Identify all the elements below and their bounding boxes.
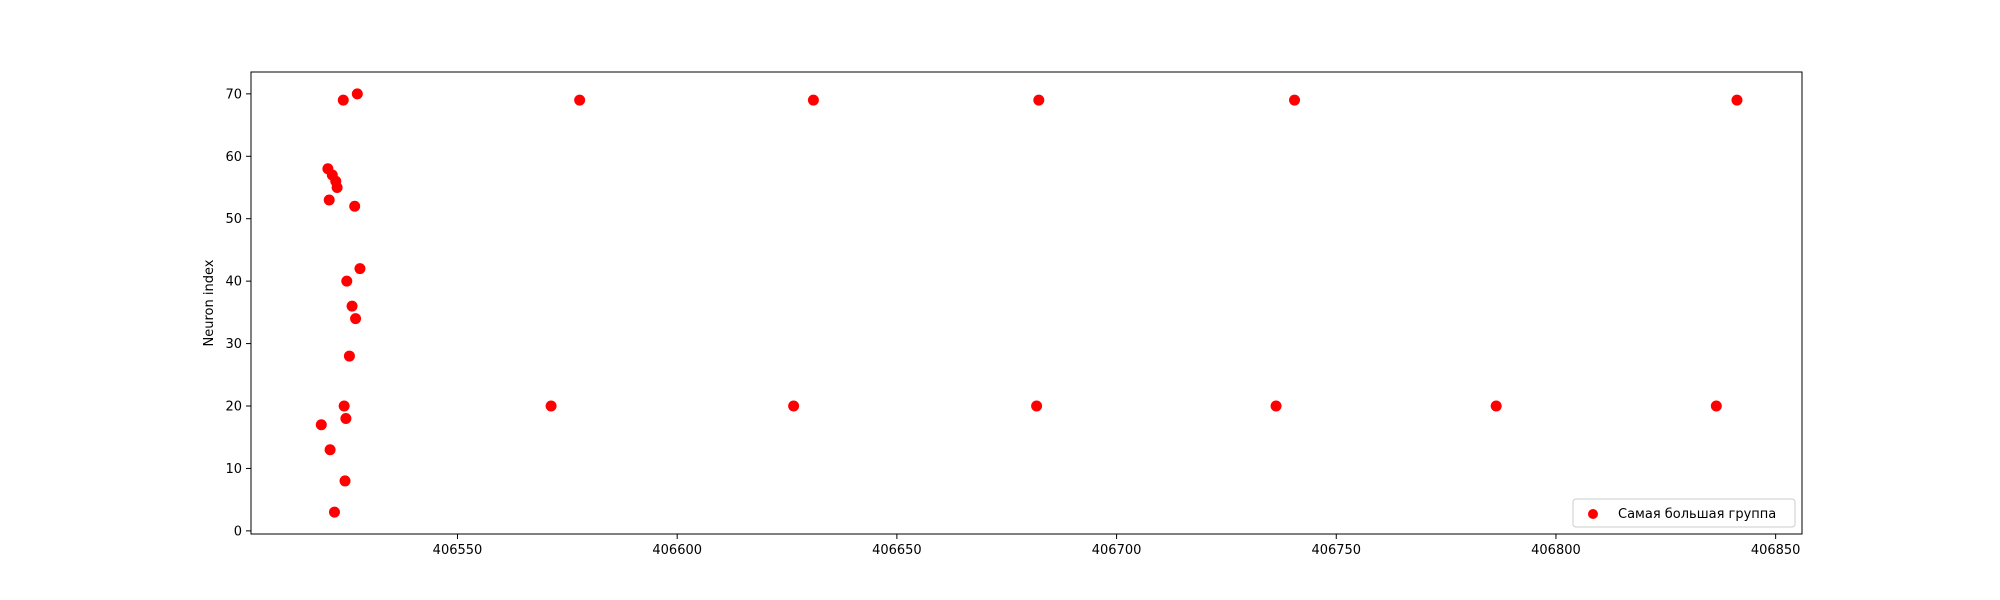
y-tick-label: 30	[225, 337, 242, 352]
y-tick-label: 40	[225, 275, 242, 290]
x-tick-label: 406750	[1311, 543, 1361, 558]
x-tick-label: 406650	[872, 543, 922, 558]
y-tick-label: 60	[225, 150, 242, 165]
y-tick-label: 10	[225, 462, 242, 477]
data-point	[1490, 400, 1502, 412]
data-point	[343, 350, 355, 362]
data-point	[1031, 400, 1043, 412]
data-point	[350, 313, 362, 325]
y-tick-label: 20	[225, 400, 242, 415]
data-point	[346, 300, 358, 312]
data-point	[807, 94, 819, 106]
data-point	[331, 182, 343, 193]
data-point	[574, 94, 586, 106]
data-point	[337, 94, 349, 106]
y-tick-label: 50	[225, 212, 242, 227]
data-point	[315, 419, 327, 431]
data-point	[339, 475, 351, 487]
legend-label: Самая большая группа	[1618, 507, 1776, 522]
data-point	[324, 444, 336, 456]
x-tick-label: 406550	[433, 543, 483, 558]
y-axis-label: Neuron index	[202, 259, 217, 346]
y-tick-label: 70	[225, 87, 242, 102]
data-point	[1270, 400, 1282, 412]
data-point	[545, 400, 557, 412]
data-point	[788, 400, 800, 412]
x-tick-label: 406850	[1751, 543, 1801, 558]
plot-area-frame	[250, 71, 1803, 535]
data-points	[315, 88, 1743, 518]
legend-box	[1572, 498, 1796, 528]
x-tick-label: 406800	[1531, 543, 1581, 558]
data-point	[1710, 400, 1722, 412]
x-tick-label: 406600	[652, 543, 702, 558]
y-tick-label: 0	[234, 524, 242, 539]
x-axis: 406550 406600 406650 406700 406750 406800 4068…	[433, 534, 1801, 558]
legend-marker	[1588, 509, 1598, 519]
data-point	[351, 88, 363, 100]
data-point	[1289, 94, 1301, 106]
data-point	[354, 263, 366, 275]
data-point	[1731, 94, 1743, 106]
data-point	[340, 413, 352, 424]
data-point	[328, 506, 340, 518]
data-point	[1033, 94, 1045, 106]
data-point	[338, 400, 350, 412]
data-point	[349, 200, 361, 212]
legend: Самая большая группа	[1572, 498, 1796, 528]
data-point	[341, 275, 353, 287]
y-axis: 0 10 20 30 40 50 60 70	[225, 87, 251, 539]
data-point	[323, 194, 335, 206]
x-tick-label: 406700	[1092, 543, 1142, 558]
